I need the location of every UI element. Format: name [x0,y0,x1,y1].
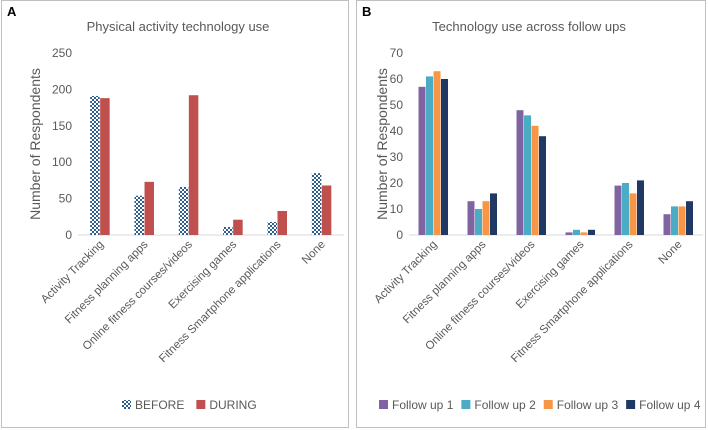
chart-title: Technology use across follow ups [432,19,626,34]
chart-panel-b: B Technology use across follow ups 0 10 20 3… [356,0,706,428]
y-tick-label: 50 [59,192,73,206]
bar [467,201,475,235]
bar [475,209,482,235]
panel-letter: B [362,4,372,19]
bar [426,76,433,236]
bar [573,229,580,235]
legend-label: Follow up 3 [557,398,619,412]
y-axis-label: Number of Respondents [374,68,390,220]
bar [311,173,322,235]
bar [418,86,426,235]
bar [539,136,546,235]
y-tick-label: 150 [52,119,72,133]
y-tick-label: 250 [52,46,72,60]
bar [516,110,524,235]
bar [686,201,693,235]
bar [223,226,233,235]
legend-swatch [461,400,471,409]
bar [321,185,332,235]
legend-swatch [122,400,131,409]
legend-label: Follow up 2 [474,398,536,412]
y-tick-label: 0 [65,228,72,242]
legend-label: Follow up 4 [639,398,701,412]
bar [482,201,490,235]
bar [663,214,671,235]
y-tick-label: 70 [390,46,404,60]
legend-label: DURING [209,398,256,412]
chart-b-svg: Technology use across follow ups 0 10 20 30 4… [372,19,703,412]
bar [490,193,497,235]
bar [188,95,199,235]
y-tick-label: 10 [390,202,404,216]
bar [433,71,441,235]
chart-a-svg: Physical activity technology use 0 50 100 15… [27,19,344,412]
y-tick-label: 60 [390,72,404,86]
legend-swatch [196,400,206,409]
bar [267,221,277,235]
bar [277,210,287,235]
y-tick-label: 40 [390,124,404,138]
bar [144,181,154,235]
bar [441,79,448,235]
bar [629,193,637,235]
bar [671,206,678,235]
bar [565,232,573,235]
y-tick-label: 50 [390,98,404,112]
bar [100,98,110,235]
bar [233,219,243,235]
bar [588,229,595,235]
bar [614,185,622,235]
y-tick-label: 30 [390,150,404,164]
x-tick-label: None [657,239,685,267]
bar [678,206,686,235]
chart-panel-a: A Physical activity technology use 0 50 100… [1,0,349,428]
bar [637,180,644,235]
y-tick-label: 20 [390,176,404,190]
y-tick-label: 100 [52,155,72,169]
x-tick-label: Fitness planning apps [401,238,489,326]
bar [178,186,189,235]
panel-letter: A [7,4,17,19]
y-axis-label: Number of Respondents [27,68,43,220]
legend-label: Follow up 1 [392,398,454,412]
bar [580,232,588,235]
bar [622,183,629,235]
legend-swatch [543,400,553,409]
x-tick-label: None [300,239,328,267]
legend-swatch [379,400,388,409]
chart-title: Physical activity technology use [87,19,270,34]
legend-label: BEFORE [135,398,184,412]
y-tick-label: 200 [52,82,72,96]
bar [134,195,144,235]
y-tick-label: 0 [396,228,403,242]
bar [531,125,539,235]
x-tick-label: Fitness planning apps [63,238,151,326]
bar [90,95,100,236]
bar [524,115,531,235]
legend-swatch [626,400,636,409]
